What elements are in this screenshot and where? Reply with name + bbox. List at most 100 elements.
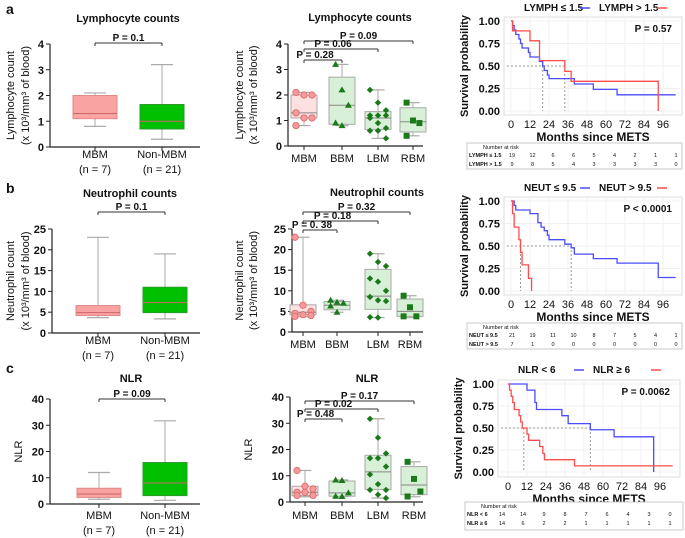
y-tick-label: 10 [272,471,284,483]
y-tick-label: 1 [276,116,282,128]
data-point [339,299,347,306]
legend-label: NEUT > 9.5 [599,183,652,194]
box [142,286,188,314]
data-point [333,298,341,305]
risk-table-value: 5 [633,333,636,339]
data-point [307,311,315,320]
p-value-label: P < 0.0001 [624,204,673,215]
risk-table-value: 6 [521,521,524,527]
x-tick-label: 24 [540,481,552,493]
data-point [374,112,382,119]
y-tick-label: 0.75 [473,401,494,413]
data-point [374,314,382,321]
y-axis-label: NLR [243,438,255,460]
y-tick-label: 25 [274,224,286,236]
data-point [374,278,382,285]
data-point [382,297,390,305]
x-tick-label: BBM [325,339,349,351]
p-value-label: P = 0.1 [113,33,145,44]
x-tick-label: 84 [638,299,650,311]
y-axis-label: Lymphocyte count [234,51,246,140]
risk-table-value: 4 [613,153,616,159]
x-tick-label: 60 [600,119,612,131]
y-axis-label: Survival probability [459,14,471,117]
p-value-label: P = 0.28 [296,50,334,61]
data-point [374,258,382,266]
data-point [366,114,374,122]
x-tick-label: 48 [581,299,593,311]
y-tick-label: 3 [276,65,282,77]
x-tick-label: 12 [524,299,536,311]
p-value-label: P = 0.48 [297,409,335,420]
y-tick-label: 5 [280,306,286,318]
y-tick-label: 0 [40,328,46,340]
y-tick-label: 0.50 [479,241,500,253]
risk-table-value: 6 [605,512,608,518]
y-tick-label: 20 [32,447,44,459]
x-tick-label: 48 [578,481,590,493]
y-axis-label: (x 10³/mm³ of blood) [248,231,260,330]
y-axis-label: Neutrophil count [5,241,17,321]
y-tick-label: 2 [276,90,282,102]
data-point [292,109,300,117]
data-point [366,127,374,134]
data-point [344,489,352,496]
risk-table-value: 4 [654,333,657,339]
data-point [382,112,390,119]
risk-table-value: 1 [605,521,608,527]
data-point [382,262,390,270]
data-point [411,475,417,482]
data-point [366,486,374,494]
x-tick-label: 48 [581,119,593,131]
y-tick-label: 20 [274,245,286,257]
x-tick-label: 84 [635,481,647,493]
data-point [299,301,307,309]
data-point [309,491,317,500]
y-tick-label: 1.00 [479,196,500,208]
x-tick-label: Non-MBM [137,149,187,161]
risk-table-value: 3 [654,162,657,168]
risk-table-value: 19 [529,333,535,339]
risk-table [466,322,683,350]
survival-curve-red [511,20,659,111]
box [328,76,356,125]
data-point [309,485,317,493]
y-tick-label: 1.00 [473,379,494,391]
data-point [417,488,424,495]
risk-table-value: 1 [654,153,657,159]
y-axis-label: (x 10³/mm³ of blood) [248,45,260,144]
x-tick-label: MBM [292,510,318,522]
risk-table-row-label: LYMPH ≤ 1.5 [469,153,501,159]
risk-table-value: 6 [551,153,554,159]
data-point [338,86,346,93]
p-value-label: P = 0.06 [314,39,352,50]
risk-table-value: 7 [510,342,513,348]
chart-title: Neutrophil counts [83,188,177,200]
data-point [404,493,411,500]
legend-label: NLR < 6 [518,365,556,376]
y-tick-label: 0 [38,142,44,154]
x-tick-label: 36 [559,481,571,493]
data-point [382,486,390,494]
legend-label: LYMPH ≤ 1.5 [524,3,583,14]
x-tick-label: 72 [619,119,631,131]
data-point [382,450,390,457]
chart-title: Neutrophil counts [330,187,424,199]
data-point [382,107,390,114]
y-tick-label: 4 [38,39,45,51]
x-tick-sublabel: (n = 7) [83,525,115,537]
y-tick-label: 0.25 [473,445,494,457]
y-tick-label: 0 [280,327,286,339]
data-point [410,117,416,124]
y-tick-label: 25 [34,224,46,236]
data-point [291,233,299,241]
x-tick-label: 36 [562,119,574,131]
x-tick-label: 96 [657,299,669,311]
risk-table-value: 7 [584,512,587,518]
y-tick-label: 20 [34,245,46,257]
data-point [366,415,374,422]
y-tick-label: 0 [38,499,44,511]
data-point [338,476,346,483]
y-tick-label: 10 [32,473,44,485]
